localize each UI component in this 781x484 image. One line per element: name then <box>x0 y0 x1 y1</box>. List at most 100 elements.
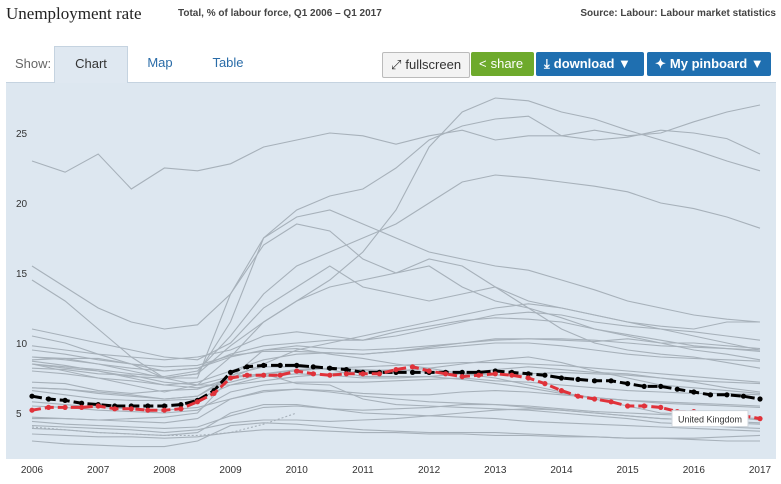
series-line-other <box>31 408 761 434</box>
y-tick-label: 25 <box>16 129 28 140</box>
uk-point <box>79 404 85 410</box>
oecd-point <box>310 364 316 370</box>
oecd-point <box>558 375 565 381</box>
uk-point <box>608 399 614 405</box>
pinboard-button[interactable]: ✦ My pinboard ▼ <box>647 52 771 76</box>
uk-point <box>393 367 399 373</box>
oecd-point <box>674 386 680 392</box>
series-line-other <box>31 412 297 436</box>
series-line-other <box>31 104 761 190</box>
uk-point <box>575 393 581 399</box>
oecd-point <box>409 369 416 375</box>
source-note: Source: Labour: Labour market statistics <box>580 8 776 19</box>
series-line-other <box>31 388 761 424</box>
y-tick-label: 15 <box>16 269 28 280</box>
uk-point <box>244 372 250 378</box>
series-line-other <box>31 209 761 330</box>
oecd-point <box>707 392 713 398</box>
uk-point <box>145 407 151 413</box>
download-button[interactable]: ⤓ download ▼ <box>536 52 644 76</box>
oecd-point <box>625 381 631 387</box>
show-label: Show: <box>15 56 52 71</box>
tab-chart[interactable]: Chart <box>54 46 128 83</box>
x-tick-label: 2013 <box>484 465 507 476</box>
uk-point <box>178 406 184 412</box>
series-line-other <box>31 311 761 372</box>
oecd-point <box>62 397 68 403</box>
series-line-other <box>31 338 761 372</box>
oecd-point <box>327 365 333 371</box>
oecd-point <box>29 393 35 399</box>
oecd-point <box>277 362 283 368</box>
uk-point <box>476 372 482 378</box>
uk-label-box <box>671 410 749 428</box>
uk-point <box>211 390 217 396</box>
line-chart: 5 10 15 20 25 2006 2007 2008 2009 2010 2011 2012 201… <box>6 83 776 476</box>
y-tick-label: 20 <box>16 199 28 210</box>
uk-point <box>327 372 333 378</box>
uk-point <box>658 404 664 410</box>
uk-point <box>558 388 565 394</box>
uk-point <box>641 403 647 409</box>
uk-point <box>95 403 101 409</box>
uk-point <box>443 371 449 377</box>
x-tick-label: 2007 <box>87 465 110 476</box>
uk-point <box>509 372 515 378</box>
series-line-other <box>31 97 761 379</box>
uk-point <box>591 396 598 402</box>
oecd-point <box>294 362 300 368</box>
share-button[interactable]: < share <box>471 52 534 76</box>
oecd-point <box>178 402 184 408</box>
oecd-point <box>740 393 747 399</box>
series-line-other <box>31 373 761 408</box>
tab-table[interactable]: Table <box>212 55 244 70</box>
fullscreen-button[interactable]: ⤢ fullscreen <box>382 52 470 78</box>
series-line-uk <box>31 365 761 421</box>
series-line-other <box>31 377 761 414</box>
uk-point <box>409 364 416 370</box>
oecd-point <box>145 403 151 409</box>
toolbar: Show: Chart Map Table ⤢ fullscreen < share… <box>6 46 776 83</box>
tab-map[interactable]: Map <box>147 55 173 70</box>
series-line-other <box>31 362 761 394</box>
uk-point <box>128 406 134 412</box>
chart-area: 5 10 15 20 25 2006 2007 2008 2009 2010 2011 2012 201… <box>6 83 776 479</box>
oecd-point <box>227 369 234 375</box>
uk-point <box>277 372 283 378</box>
uk-point <box>343 371 349 377</box>
uk-point <box>161 407 167 413</box>
uk-point <box>525 375 531 381</box>
expand-icon: ⤢ <box>391 57 402 72</box>
uk-point <box>492 371 498 377</box>
download-label: download ▼ <box>553 56 631 71</box>
uk-point <box>360 371 366 377</box>
uk-point <box>310 371 316 377</box>
chart-subtitle: Total, % of labour force, Q1 2006 – Q1 2… <box>178 8 382 19</box>
oecd-point <box>542 372 548 378</box>
uk-point <box>542 381 548 387</box>
oecd-point <box>459 369 465 375</box>
x-tick-label: 2008 <box>153 465 176 476</box>
series-line-other <box>32 348 761 421</box>
oecd-point <box>608 378 614 384</box>
page-title: Unemployment rate <box>6 4 142 23</box>
uk-point <box>112 406 118 412</box>
series-line-other <box>31 174 761 378</box>
pin-icon: ✦ <box>655 56 666 71</box>
x-tick-label: 2009 <box>219 465 242 476</box>
y-tick-label: 5 <box>16 409 22 420</box>
series-line-oecd <box>31 363 761 408</box>
x-tick-label: 2006 <box>21 465 44 476</box>
uk-point <box>261 372 267 378</box>
oecd-point <box>79 400 85 406</box>
oecd-point <box>591 378 598 384</box>
oecd-point <box>691 389 697 395</box>
uk-point <box>376 371 383 377</box>
x-tick-label: 2011 <box>352 465 374 476</box>
series-line-other <box>31 258 761 393</box>
oecd-point <box>658 383 664 389</box>
x-tick-label: 2014 <box>550 465 573 476</box>
uk-point <box>45 404 52 410</box>
uk-point <box>227 375 234 381</box>
oecd-point <box>724 392 730 398</box>
